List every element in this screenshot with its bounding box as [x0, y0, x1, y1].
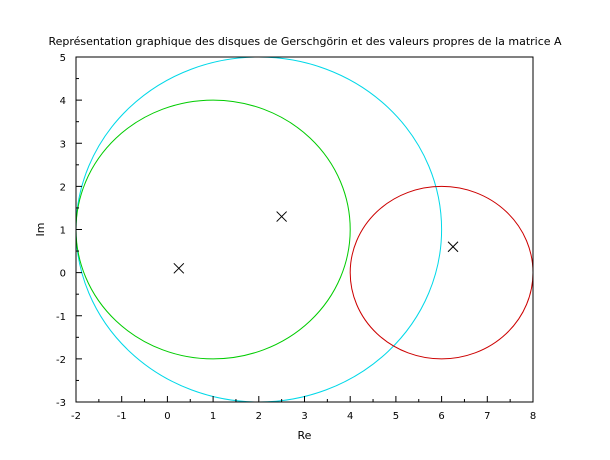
gerschgorin-disk-3	[349, 185, 533, 360]
gerschgorin-disk-1	[76, 57, 443, 402]
x-tick-label: 7	[484, 411, 490, 422]
y-tick-label: -2	[56, 355, 66, 366]
x-axis: -2 -1 0 1 2 3 4 5 6 7 8	[71, 396, 536, 422]
x-tick-label: 0	[164, 411, 170, 422]
y-axis-label: Im	[34, 223, 47, 237]
y-tick-label: 4	[60, 96, 66, 107]
x-tick-label: 8	[530, 411, 536, 422]
x-tick-label: -2	[71, 411, 81, 422]
y-tick-label: 1	[60, 226, 66, 237]
x-tick-label: 1	[210, 411, 216, 422]
x-tick-label: 3	[301, 411, 307, 422]
x-tick-label: 4	[347, 411, 353, 422]
x-axis-label: Re	[298, 429, 312, 442]
eigenvalue-marker-1	[173, 262, 185, 274]
x-tick-label: 2	[256, 411, 262, 422]
y-axis: -3 -2 -1 0 1 2 3 4 5	[56, 53, 82, 409]
y-tick-label: 0	[60, 269, 66, 280]
y-tick-label: 2	[60, 182, 66, 193]
y-tick-label: -3	[56, 398, 66, 409]
gerschgorin-disk-2	[76, 99, 351, 360]
y-tick-label: 3	[60, 139, 66, 150]
eigenvalue-marker-3	[447, 241, 459, 253]
x-tick-label: -1	[117, 411, 127, 422]
y-tick-label: -1	[56, 312, 66, 323]
axes-frame	[75, 56, 534, 403]
chart-title: Représentation graphique des disques de …	[48, 35, 562, 48]
x-tick-label: 6	[438, 411, 444, 422]
x-tick-label: 5	[393, 411, 399, 422]
plot-area	[76, 57, 533, 402]
y-tick-label: 5	[60, 53, 66, 64]
eigenvalue-marker-2	[276, 211, 288, 222]
